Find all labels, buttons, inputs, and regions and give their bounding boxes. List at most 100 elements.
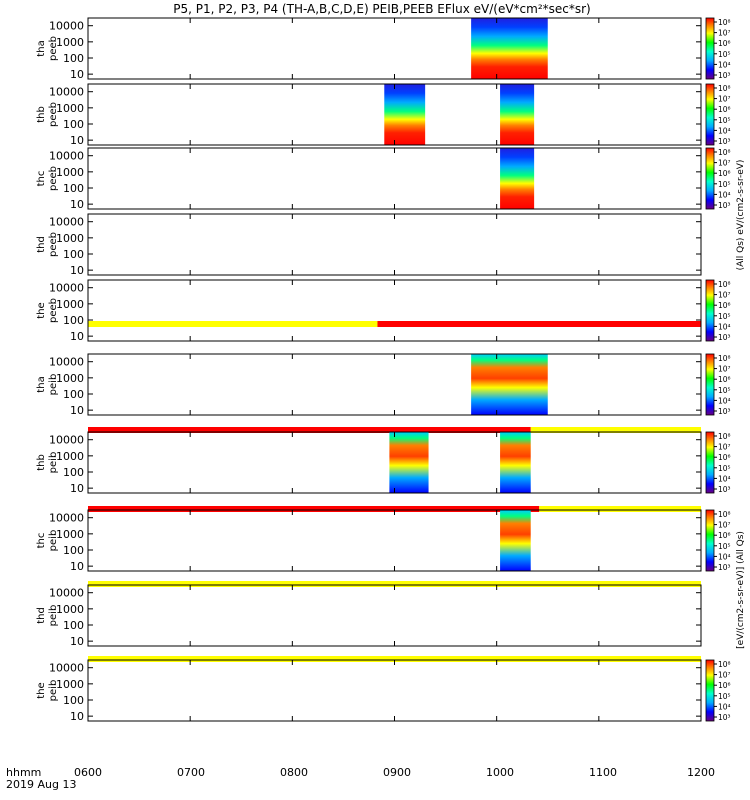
y-tick-label: 10000 [49, 434, 84, 447]
spectrogram-block [471, 18, 548, 79]
panel-label-product: peib [48, 530, 59, 552]
colorbar-tick-label: 10⁴ [718, 396, 731, 405]
colorbar-tick-label: 10⁸ [718, 148, 731, 157]
colorbar-tick-label: 10⁷ [718, 443, 731, 452]
panel-frame [87, 17, 702, 80]
y-tick-label: 1000 [56, 102, 84, 115]
colorbar-tick-label: 10⁵ [718, 116, 731, 125]
panel-label-product: peeb [48, 102, 59, 127]
y-tick-label: 10000 [49, 662, 84, 675]
colorbar-tick-label: 10⁸ [718, 84, 731, 93]
y-tick-label: 100 [63, 182, 84, 195]
colorbar-tick-label: 10⁴ [718, 702, 731, 711]
panel-label-probe: thd [36, 236, 47, 253]
panel-label-product: peeb [48, 36, 59, 61]
colorbar-tick-label: 10³ [718, 333, 731, 342]
colorbar-tick-label: 10⁷ [718, 29, 731, 38]
x-tick-label: 1200 [687, 766, 715, 779]
y-tick-label: 100 [63, 544, 84, 557]
panel-label-product: peeb [48, 166, 59, 191]
x-axis-label: hhmm [6, 766, 41, 779]
colorbar-tick-label: 10³ [718, 407, 731, 416]
colorbar-tick-label: 10⁶ [718, 169, 731, 178]
mode-bar-segment [88, 656, 701, 662]
colorbar [705, 17, 715, 80]
panel-frame [87, 147, 702, 210]
y-tick-label: 1000 [56, 36, 84, 49]
colorbar [705, 353, 715, 416]
mode-bars [88, 321, 701, 662]
spectrogram-block [500, 148, 535, 209]
colorbar-tick-label: 10⁸ [718, 280, 731, 289]
colorbar-tick-label: 10⁷ [718, 291, 731, 300]
y-tick-label: 10000 [49, 587, 84, 600]
colorbar [705, 83, 715, 146]
panel-thd-peeb: 10000 1000 100 10 thd peeb [36, 213, 702, 277]
colorbar [705, 279, 715, 342]
y-tick-label: 10 [70, 198, 84, 211]
colorbar-tick-label: 10⁷ [718, 365, 731, 374]
colorbar-tick-label: 10⁴ [718, 190, 731, 199]
y-tick-label: 10000 [49, 216, 84, 229]
panel-frame [87, 509, 702, 572]
colorbar-tick-label: 10⁶ [718, 39, 731, 48]
y-tick-label: 10000 [49, 282, 84, 295]
y-tick-label: 100 [63, 619, 84, 632]
panel-label-probe: thc [36, 171, 47, 187]
colorbar-tick-label: 10⁵ [718, 464, 731, 473]
panel-label-product: peib [48, 680, 59, 702]
spectrogram-block [384, 84, 426, 145]
x-tick-label: 0700 [177, 766, 205, 779]
y-tick-label: 10 [70, 68, 84, 81]
chart-title: P5, P1, P2, P3, P4 (TH-A,B,C,D,E) PEIB,P… [173, 2, 590, 16]
y-tick-label: 10000 [49, 86, 84, 99]
y-tick-label: 100 [63, 248, 84, 261]
y-tick-label: 10 [70, 482, 84, 495]
y-tick-label: 100 [63, 466, 84, 479]
mode-bar-segment [530, 427, 701, 433]
mode-bar-segment [539, 506, 701, 512]
panel-label-product: peib [48, 452, 59, 474]
mode-bar-segment [88, 321, 378, 327]
colorbar-tick-label: 10³ [718, 563, 731, 572]
y-tick-label: 100 [63, 118, 84, 131]
panel-label-probe: thc [36, 533, 47, 549]
spectrogram-block [389, 432, 429, 493]
y-tick-label: 1000 [56, 528, 84, 541]
colorbar-tick-label: 10⁶ [718, 681, 731, 690]
colorbar-tick-label: 10⁵ [718, 180, 731, 189]
y-tick-label: 100 [63, 52, 84, 65]
y-tick-label: 1000 [56, 603, 84, 616]
panel-frame [87, 279, 702, 342]
colorbar-tick-label: 10⁵ [718, 386, 731, 395]
y-tick-label: 1000 [56, 450, 84, 463]
panel-label-product: peeb [48, 232, 59, 257]
y-tick-label: 1000 [56, 166, 84, 179]
colorbar-tick-label: 10³ [718, 137, 731, 146]
colorbar-tick-label: 10³ [718, 71, 731, 80]
colorbar-title-electron: (All Qs) eV/(cm2-s-sr-eV) [736, 160, 746, 271]
colorbar-tick-label: 10⁷ [718, 95, 731, 104]
date-label: 2019 Aug 13 [6, 778, 76, 791]
x-axis: 0600 0700 0800 0900 1000 1100 1200 hhmm … [6, 766, 715, 791]
x-tick-label: 0600 [74, 766, 102, 779]
colorbar-tick-label: 10⁶ [718, 375, 731, 384]
spectrogram-block [500, 510, 531, 571]
y-tick-label: 10000 [49, 356, 84, 369]
colorbar-tick-label: 10⁸ [718, 510, 731, 519]
colorbar-tick-label: 10³ [718, 485, 731, 494]
y-tick-label: 1000 [56, 298, 84, 311]
colorbar-tick-label: 10⁶ [718, 531, 731, 540]
colorbar-tick-label: 10⁶ [718, 453, 731, 462]
colorbar-tick-label: 10⁴ [718, 126, 731, 135]
x-tick-label: 0900 [383, 766, 411, 779]
mode-bar-segment [88, 506, 540, 512]
colorbar-tick-label: 10⁴ [718, 60, 731, 69]
colorbar-title-ion: [eV/(cm2-s-sr-eV)] (All Qs) [736, 531, 746, 649]
